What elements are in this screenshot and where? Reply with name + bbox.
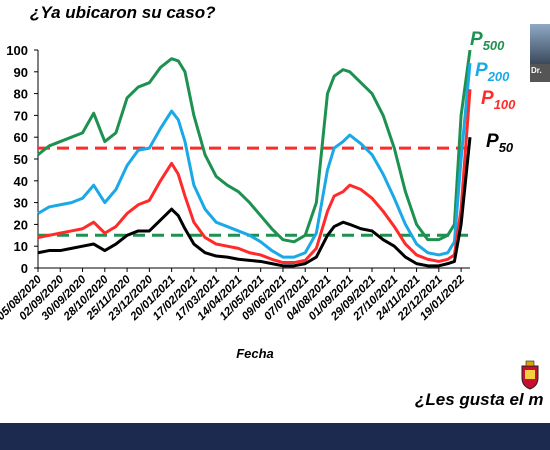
y-tick-label: 30 <box>14 196 28 211</box>
series-line-P500 <box>37 49 472 244</box>
y-tick-label: 20 <box>14 217 28 232</box>
y-tick-label: 70 <box>14 108 28 123</box>
line-chart: 0 10 20 30 40 50 60 70 80 90 100 05/08/202002/09/2… <box>0 29 516 361</box>
footer-bar <box>0 423 550 450</box>
series-label-P100: P100 <box>481 88 516 112</box>
y-tick-label: 100 <box>6 43 28 58</box>
video-thumbnail[interactable]: Dr. <box>530 24 550 82</box>
university-crest-icon <box>519 360 541 390</box>
x-axis-title: Fecha <box>236 346 274 361</box>
slide-title: ¿Ya ubicaron su caso? <box>30 3 216 22</box>
thumbnail-scene <box>530 24 550 64</box>
y-tick-label: 60 <box>14 130 28 145</box>
y-tick-label: 80 <box>14 87 28 102</box>
series-label-P500: P500 <box>470 29 505 53</box>
series-labels: P500 P200 P100 P50 <box>470 29 516 155</box>
x-axis-ticks: 05/08/202002/09/202030/09/202028/10/2020… <box>0 268 468 324</box>
y-tick-label: 50 <box>14 152 28 167</box>
y-tick-label: 10 <box>14 239 28 254</box>
series-label-P50: P50 <box>486 131 514 155</box>
series-line-P50 <box>37 137 472 268</box>
bottom-question: ¿Les gusta el m <box>415 390 544 409</box>
series-line-P200 <box>37 62 472 259</box>
y-axis-ticks: 0 10 20 30 40 50 60 70 80 90 100 <box>6 43 38 276</box>
y-tick-label: 40 <box>14 174 28 189</box>
thumbnail-label: Dr. <box>531 66 542 75</box>
y-tick-label: 90 <box>14 65 28 80</box>
series-lines <box>37 49 472 268</box>
reference-lines <box>38 146 470 237</box>
y-tick-label: 0 <box>21 261 28 276</box>
series-label-P200: P200 <box>475 60 510 84</box>
series-line-P100 <box>37 89 472 265</box>
